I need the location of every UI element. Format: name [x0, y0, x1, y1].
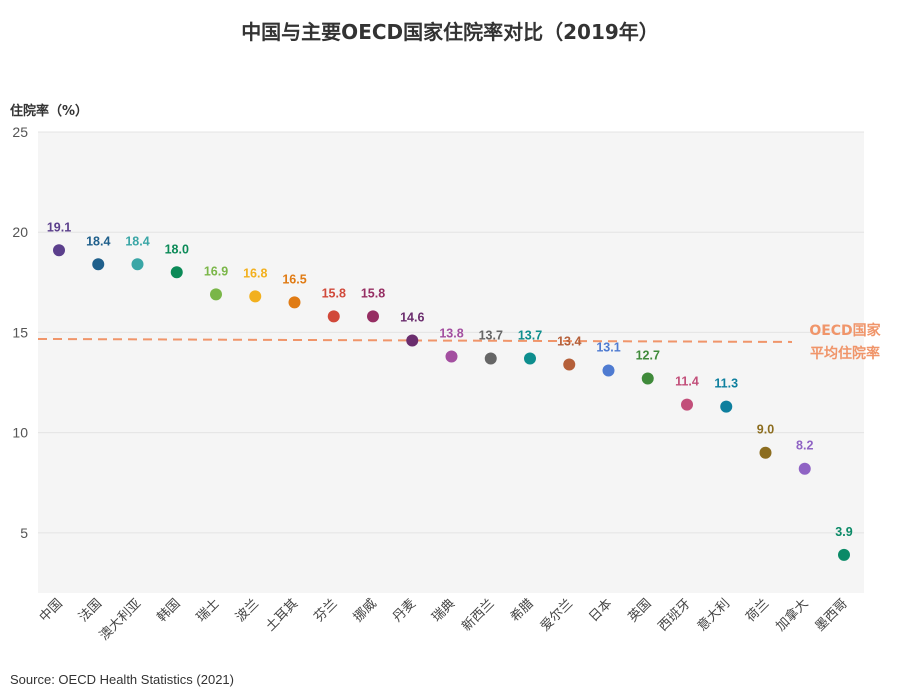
- data-label: 13.1: [596, 341, 620, 355]
- data-point: [484, 352, 497, 365]
- oecd-average-label-line-2: 平均住院率: [810, 345, 880, 362]
- x-tick-label: 土耳其: [263, 596, 301, 634]
- data-label: 8.2: [796, 439, 813, 453]
- y-axis-ticks: 5 10 15 20 25: [12, 124, 28, 541]
- x-tick-label: 芬兰: [312, 596, 341, 625]
- data-point: [759, 446, 772, 459]
- data-label: 11.4: [675, 375, 699, 389]
- source-note: Source: OECD Health Statistics (2021): [10, 672, 234, 687]
- x-tick-label: 荷兰: [743, 596, 772, 625]
- data-point: [406, 334, 419, 347]
- data-label: 12.7: [636, 349, 660, 363]
- data-label: 13.4: [557, 335, 581, 349]
- x-tick-label: 意大利: [694, 596, 733, 635]
- data-point: [445, 350, 458, 363]
- data-label: 16.9: [204, 264, 228, 278]
- chart-title: 中国与主要OECD国家住院率对比（2019年）: [241, 20, 659, 44]
- data-point: [641, 372, 654, 385]
- data-point: [602, 364, 615, 377]
- x-tick-label: 丹麦: [390, 596, 419, 625]
- x-tick-label: 墨西哥: [813, 596, 851, 634]
- data-point: [327, 310, 340, 323]
- data-point: [249, 290, 262, 303]
- grid-lines: [38, 131, 864, 534]
- data-label: 15.8: [361, 286, 385, 300]
- x-tick-label: 中国: [37, 596, 66, 625]
- data-label: 13.7: [518, 328, 542, 342]
- x-tick-label: 西班牙: [656, 596, 694, 634]
- x-tick-label: 新西兰: [459, 596, 498, 635]
- data-label: 19.1: [47, 220, 71, 234]
- y-tick-label: 15: [12, 324, 28, 340]
- data-label: 13.7: [479, 328, 503, 342]
- x-tick-label: 瑞士: [194, 596, 223, 625]
- data-label: 11.3: [714, 377, 738, 391]
- data-point: [131, 258, 144, 271]
- data-points: [53, 244, 850, 561]
- x-tick-label: 爱尔兰: [538, 596, 576, 634]
- data-label: 3.9: [835, 525, 852, 539]
- data-point: [367, 310, 379, 323]
- data-label: 15.8: [322, 286, 346, 300]
- y-tick-label: 20: [12, 224, 28, 240]
- data-point: [170, 266, 183, 279]
- data-label: 18.4: [86, 234, 110, 248]
- data-label: 14.6: [400, 310, 424, 324]
- x-tick-label: 波兰: [233, 596, 262, 625]
- data-label: 16.8: [243, 266, 267, 280]
- data-point: [53, 244, 65, 257]
- y-tick-label: 25: [12, 124, 28, 140]
- x-tick-label: 韩国: [155, 596, 184, 625]
- data-point: [798, 462, 811, 475]
- x-tick-label: 澳大利亚: [96, 596, 144, 644]
- x-tick-label: 挪威: [351, 596, 380, 625]
- data-point: [524, 352, 536, 365]
- data-label: 18.4: [125, 234, 149, 248]
- data-label: 13.8: [439, 326, 463, 340]
- data-label: 9.0: [757, 423, 774, 437]
- x-tick-label: 英国: [626, 596, 655, 625]
- x-tick-label: 瑞典: [429, 596, 458, 625]
- data-point: [288, 296, 301, 309]
- x-tick-label: 法国: [76, 596, 105, 625]
- y-tick-label: 5: [20, 525, 28, 541]
- data-point: [681, 398, 693, 411]
- value-labels: 19.1 18.4 18.4 18.0 16.9 16.8 16.5 15.8 15.8 14.6…: [47, 220, 853, 539]
- oecd-average-label-line-1: OECD国家: [809, 322, 881, 339]
- x-tick-label: 希腊: [508, 596, 537, 625]
- x-tick-label: 加拿大: [773, 596, 812, 635]
- y-tick-label: 10: [12, 425, 28, 441]
- data-label: 18.0: [165, 242, 189, 256]
- data-point: [92, 258, 105, 271]
- data-point: [838, 548, 850, 561]
- data-point: [210, 288, 222, 301]
- data-point: [720, 400, 733, 413]
- data-label: 16.5: [282, 272, 306, 286]
- y-axis-label: 住院率（%）: [10, 103, 88, 119]
- x-tick-label: 日本: [586, 596, 615, 625]
- data-point: [563, 358, 576, 371]
- plot-area: [38, 132, 864, 593]
